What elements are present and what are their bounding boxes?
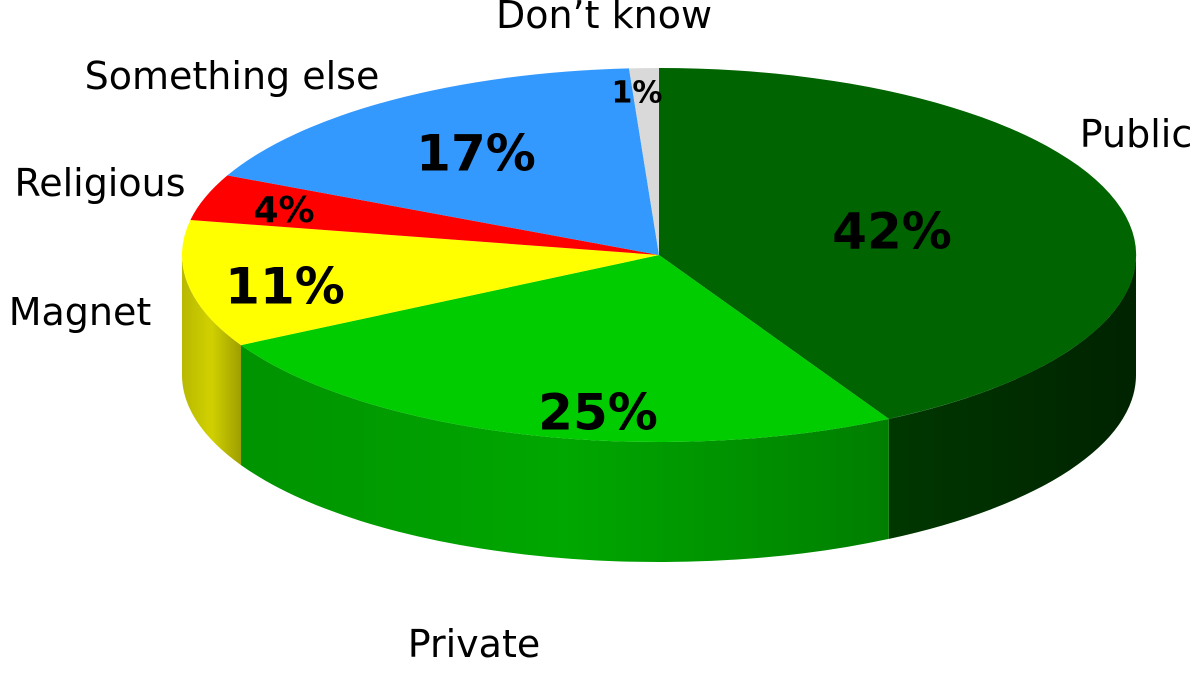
value-label-private: 25% (538, 384, 658, 442)
pie-sides (181, 255, 1136, 563)
category-label-private: Private (408, 622, 540, 666)
category-label-something-else: Something else (85, 54, 380, 98)
pie-slice-religious (190, 175, 659, 255)
pie-slice-side-private (241, 345, 889, 563)
pie-slice-public (659, 67, 1137, 419)
pie-slice-magnet (181, 220, 659, 346)
pie-slice-side-magnet (181, 255, 241, 466)
pie-tops (181, 67, 1137, 443)
category-label-public: Public (1080, 112, 1192, 156)
value-label-magnet: 11% (225, 258, 345, 316)
pie-slice-private (241, 255, 889, 443)
pie-slice-side-public (888, 255, 1136, 539)
value-label-religious: 4% (253, 190, 314, 231)
pie-slice-don-t-know (629, 68, 659, 255)
category-label-magnet: Magnet (9, 290, 152, 334)
value-label-public: 42% (832, 203, 952, 261)
category-label-religious: Religious (15, 161, 186, 205)
category-label-don-t-know: Don’t know (496, 0, 712, 37)
value-label-don-t-know: 1% (612, 76, 663, 111)
pie-labels: Public 42% Private 25% Magnet 11% Religious 4% S… (9, 0, 1193, 666)
value-label-something-else: 17% (416, 125, 536, 183)
pie-slice-something-else (227, 68, 659, 256)
